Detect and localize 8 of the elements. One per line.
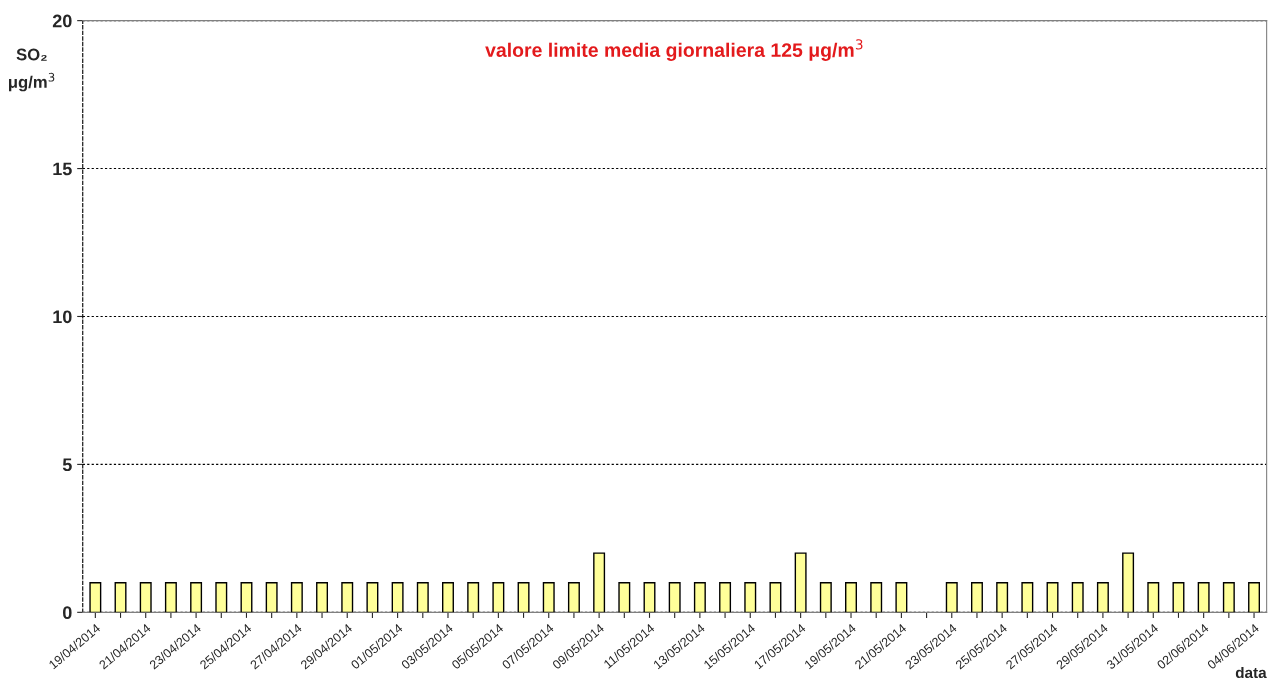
y-tick-label: 20 [52,14,72,28]
y-tick-label: 0 [63,606,72,620]
y-axis-title: SO₂ μg/m$^{3}$ [9,48,55,92]
x-axis-title: data [1235,666,1267,679]
y-tick-label: 5 [62,458,72,472]
annotation: valore limite media giornaliera 125 μg/m$^{3}$ [485,39,863,61]
y-tick-label: 10 [53,310,72,324]
y-tick-label: 15 [53,162,72,176]
